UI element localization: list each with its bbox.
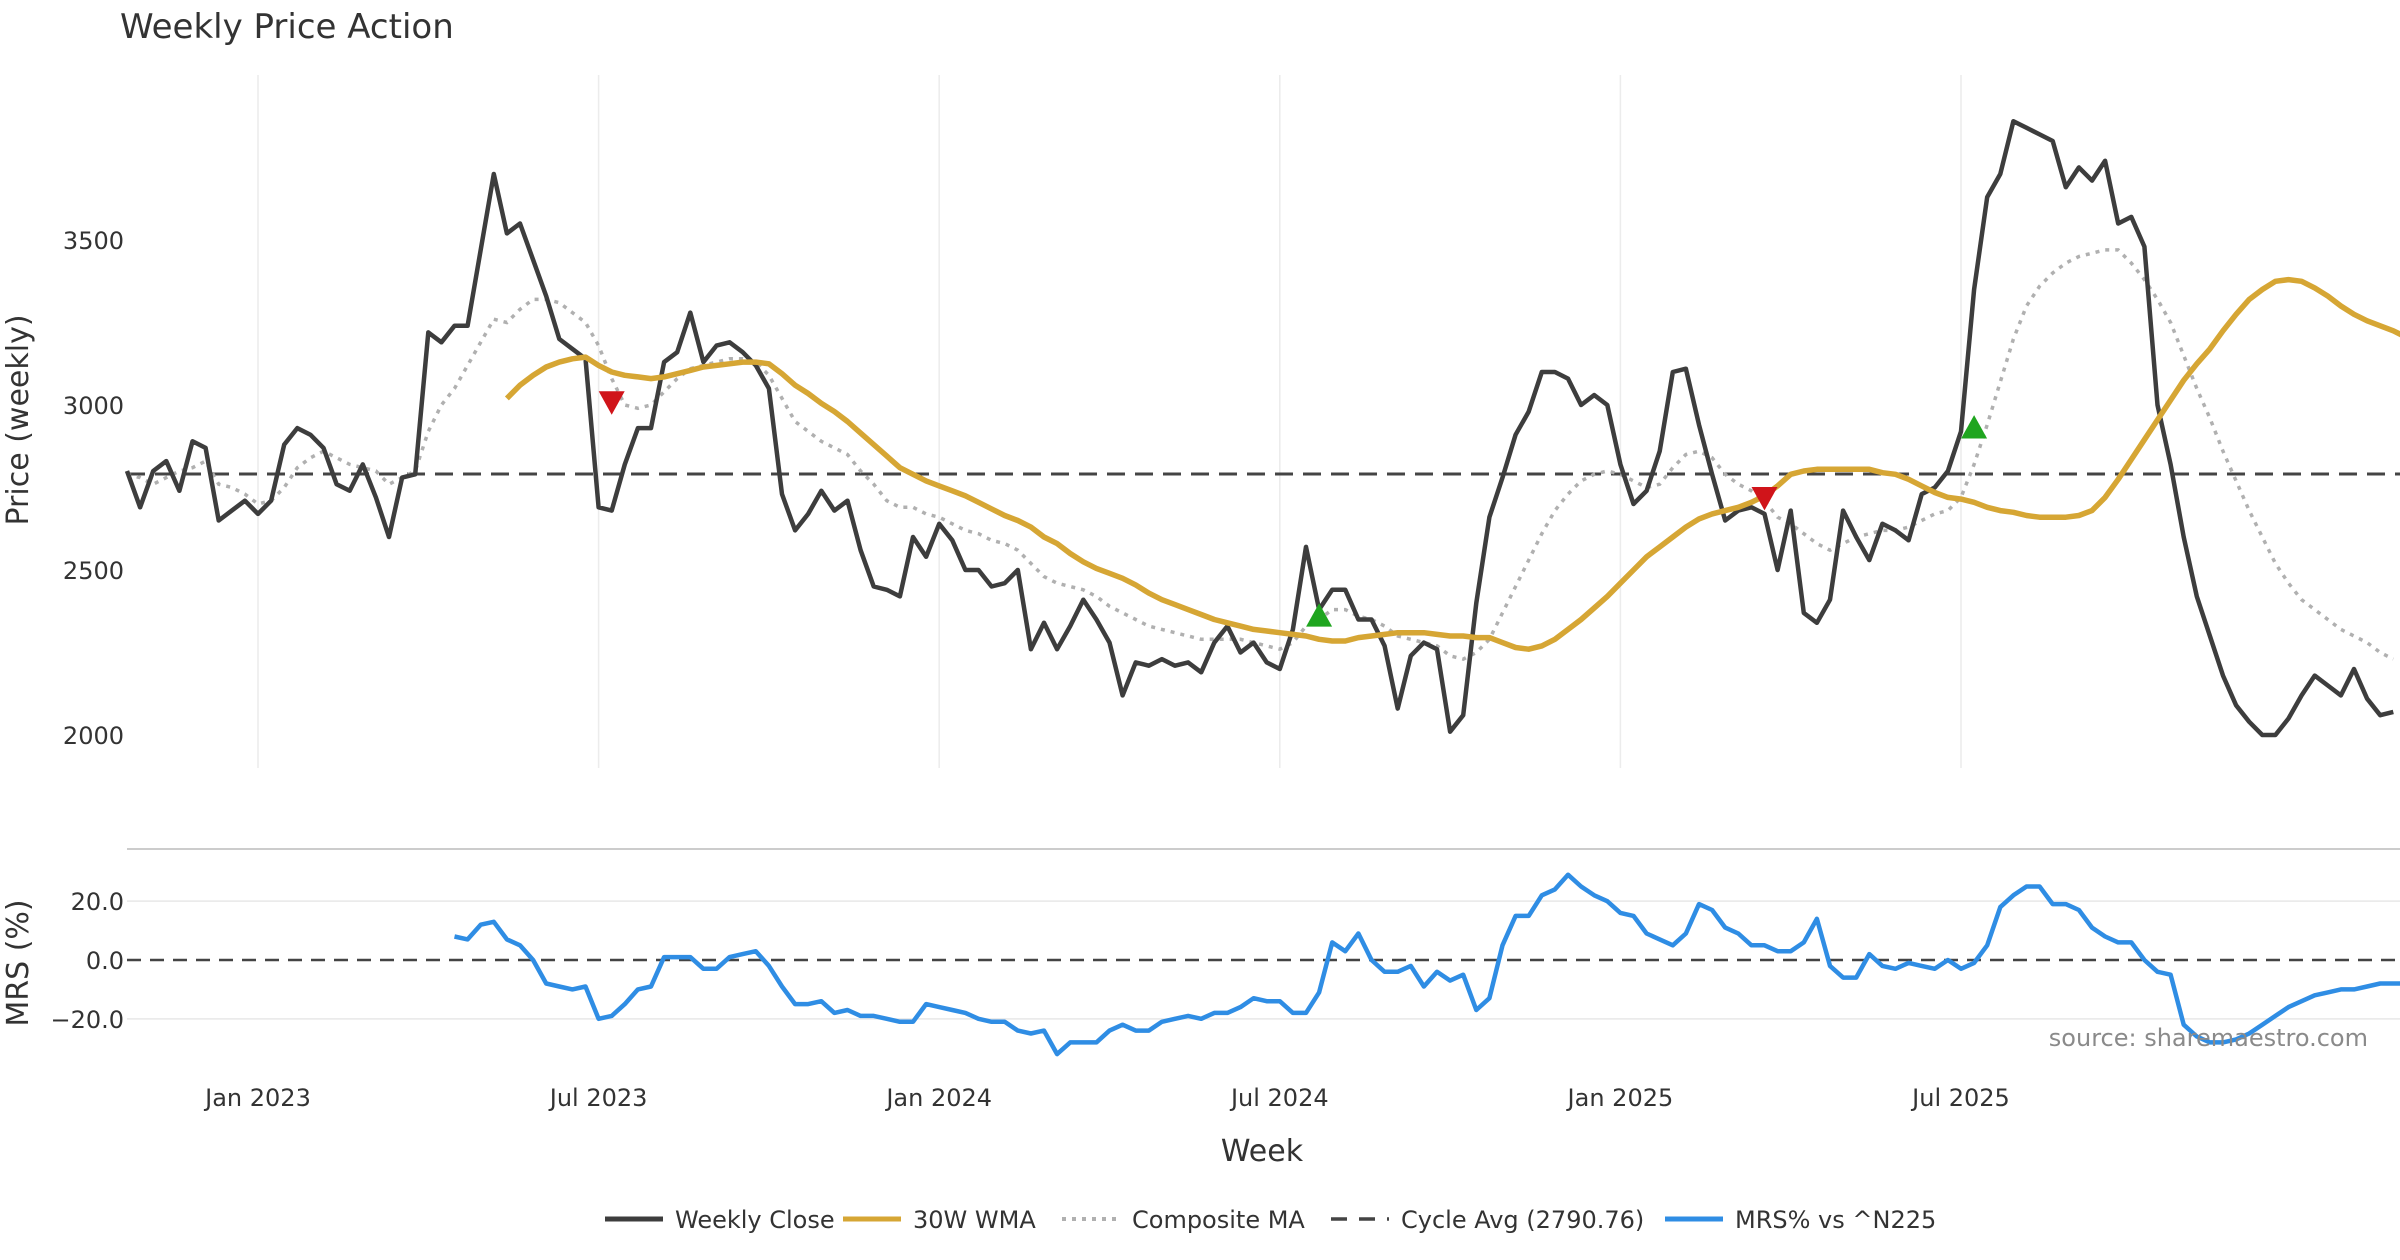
sell-signal-marker-0: [598, 391, 625, 415]
legend-item-1: 30W WMA: [843, 1206, 1036, 1234]
mrs-vs-n225-line: [454, 872, 2400, 1057]
signal-markers: [598, 391, 1988, 627]
mrs-gridlines: [127, 900, 2400, 1020]
mrs-panel: 20.0 0.0 −20.0 MRS (%) source: sharemaestr…: [1, 872, 2400, 1057]
mrs-y-tick-1: 0.0: [86, 947, 124, 975]
legend-label-4: MRS% vs ^N225: [1735, 1206, 1936, 1234]
x-tick-labels: Jan 2023 Jul 2023 Jan 2024 Jul 2024 Jan 2025…: [203, 1084, 2010, 1112]
price-y-tick-3: 3500: [63, 227, 124, 255]
legend-label-0: Weekly Close: [675, 1206, 835, 1234]
weekly-close-line: [124, 118, 2394, 738]
price-y-tick-1: 2500: [63, 557, 124, 585]
x-tick-5: Jul 2025: [1910, 1084, 2010, 1112]
price-y-tick-2: 3000: [63, 392, 124, 420]
mrs-y-tick-labels: 20.0 0.0 −20.0: [50, 888, 124, 1034]
legend: Weekly Close 30W WMA Composite MA Cycle Avg…: [605, 1206, 1936, 1234]
legend-item-4: MRS% vs ^N225: [1665, 1206, 1936, 1234]
x-tick-3: Jul 2024: [1229, 1084, 1329, 1112]
sell-signal-marker-2: [1751, 487, 1778, 511]
legend-item-2: Composite MA: [1062, 1206, 1305, 1234]
legend-label-2: Composite MA: [1132, 1206, 1305, 1234]
legend-label-3: Cycle Avg (2790.76): [1401, 1206, 1644, 1234]
buy-signal-marker-3: [1961, 415, 1988, 439]
mrs-y-tick-2: −20.0: [50, 1006, 124, 1034]
price-y-tick-labels: 2000 2500 3000 3500: [63, 227, 124, 750]
mrs-y-axis-label: MRS (%): [1, 899, 36, 1026]
x-axis-label: Week: [1221, 1134, 1304, 1169]
legend-label-1: 30W WMA: [913, 1206, 1036, 1234]
price-gridlines: [257, 75, 1962, 768]
mrs-y-tick-0: 20.0: [71, 888, 124, 916]
source-label: source: sharemaestro.com: [2049, 1024, 2368, 1052]
x-tick-0: Jan 2023: [203, 1084, 311, 1112]
legend-item-0: Weekly Close: [605, 1206, 835, 1234]
buy-signal-marker-1: [1306, 603, 1333, 627]
composite-ma-line: [126, 248, 2395, 661]
x-tick-2: Jan 2024: [884, 1084, 992, 1112]
legend-item-3: Cycle Avg (2790.76): [1331, 1206, 1644, 1234]
price-panel: 2000 2500 3000 3500 Price (weekly): [1, 75, 2400, 768]
x-tick-4: Jan 2025: [1566, 1084, 1674, 1112]
x-tick-1: Jul 2023: [548, 1084, 648, 1112]
price-y-axis-label: Price (weekly): [1, 314, 36, 525]
chart-title: Weekly Price Action: [120, 7, 454, 47]
wma-30w-line: [504, 276, 2400, 652]
price-y-tick-0: 2000: [63, 722, 124, 750]
